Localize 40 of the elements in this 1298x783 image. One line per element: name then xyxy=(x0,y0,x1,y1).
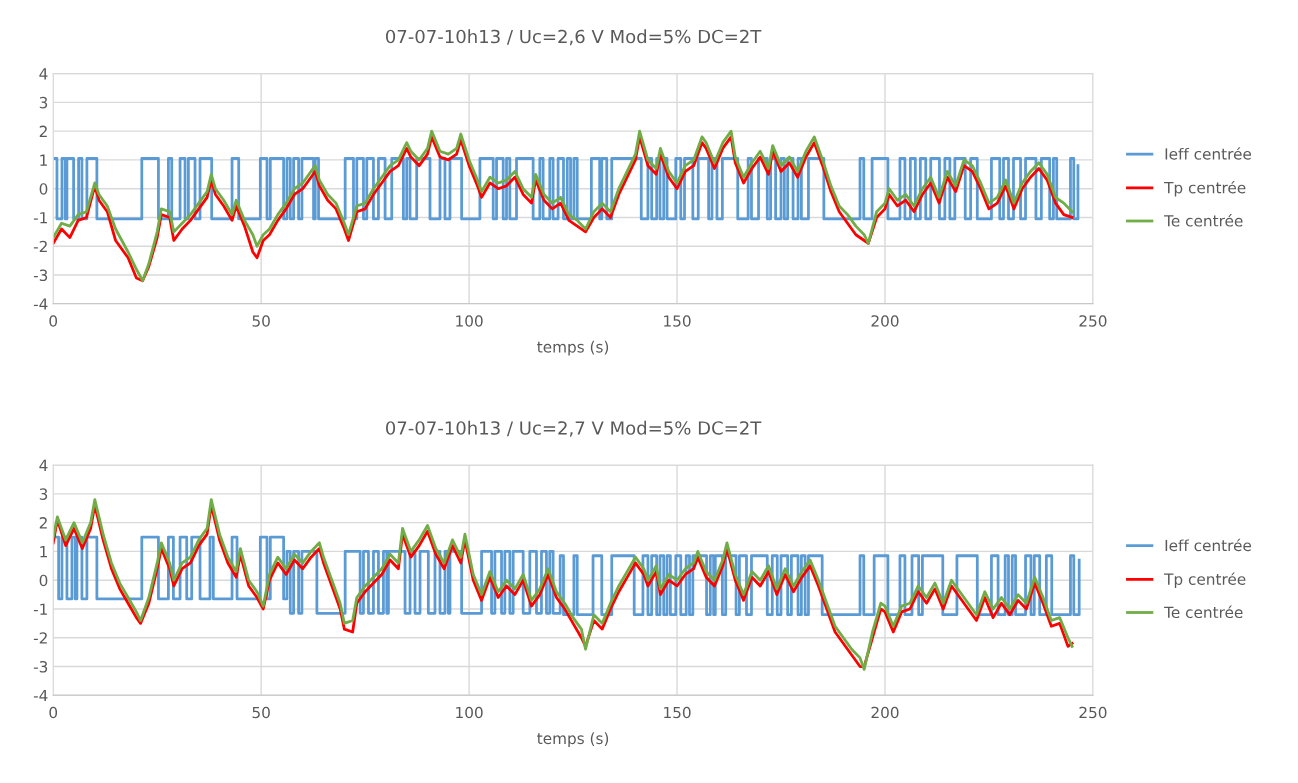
x-tick-label: 100 xyxy=(456,315,483,327)
y-tick-label: -2 xyxy=(33,240,47,253)
y-tick-label: 3 xyxy=(39,488,48,500)
legend-label: Ieff centrée xyxy=(1165,147,1252,160)
x-tick-label: 250 xyxy=(1079,315,1107,327)
y-tick-label: -3 xyxy=(33,660,48,673)
x-tick-label: 250 xyxy=(1079,706,1107,719)
y-tick-label: 0 xyxy=(39,183,48,195)
legend-label: Te centrée xyxy=(1164,605,1243,619)
y-tick-label: -1 xyxy=(33,212,47,224)
y-tick-label: -3 xyxy=(33,269,48,282)
y-tick-label: 0 xyxy=(39,574,48,587)
legend-label: Tp centrée xyxy=(1164,572,1246,588)
y-tick-label: 4 xyxy=(39,459,48,471)
y-tick-label: 3 xyxy=(39,96,48,109)
x-tick-label: 50 xyxy=(252,706,270,719)
y-tick-label: -1 xyxy=(33,603,47,615)
x-tick-label: 200 xyxy=(871,315,899,327)
x-tick-label: 100 xyxy=(456,706,483,719)
x-axis-title: temps (s) xyxy=(537,340,609,356)
x-tick-label: 0 xyxy=(49,706,58,719)
y-tick-label: 1 xyxy=(40,546,47,558)
y-tick-label: -2 xyxy=(33,632,47,644)
y-tick-label: -4 xyxy=(33,298,48,310)
legend-label: Tp centrée xyxy=(1164,181,1246,197)
chart-title: 07-07-10h13 / Uc=2,7 V Mod=5% DC=2T xyxy=(386,420,762,437)
x-tick-label: 150 xyxy=(664,706,691,719)
legend-label: Ieff centrée xyxy=(1165,538,1252,552)
y-tick-label: -4 xyxy=(33,689,48,702)
x-tick-label: 50 xyxy=(252,315,270,327)
y-tick-label: 4 xyxy=(39,68,48,80)
x-tick-label: 200 xyxy=(871,706,899,719)
x-tick-label: 150 xyxy=(664,315,691,327)
chart-title: 07-07-10h13 / Uc=2,6 V Mod=5% DC=2T xyxy=(386,29,762,46)
y-tick-label: 1 xyxy=(40,154,47,166)
y-tick-label: 2 xyxy=(39,125,47,137)
x-axis-title: temps (s) xyxy=(537,732,609,748)
y-tick-label: 2 xyxy=(39,517,47,529)
legend-label: Te centrée xyxy=(1164,214,1243,227)
x-tick-label: 0 xyxy=(49,315,58,327)
